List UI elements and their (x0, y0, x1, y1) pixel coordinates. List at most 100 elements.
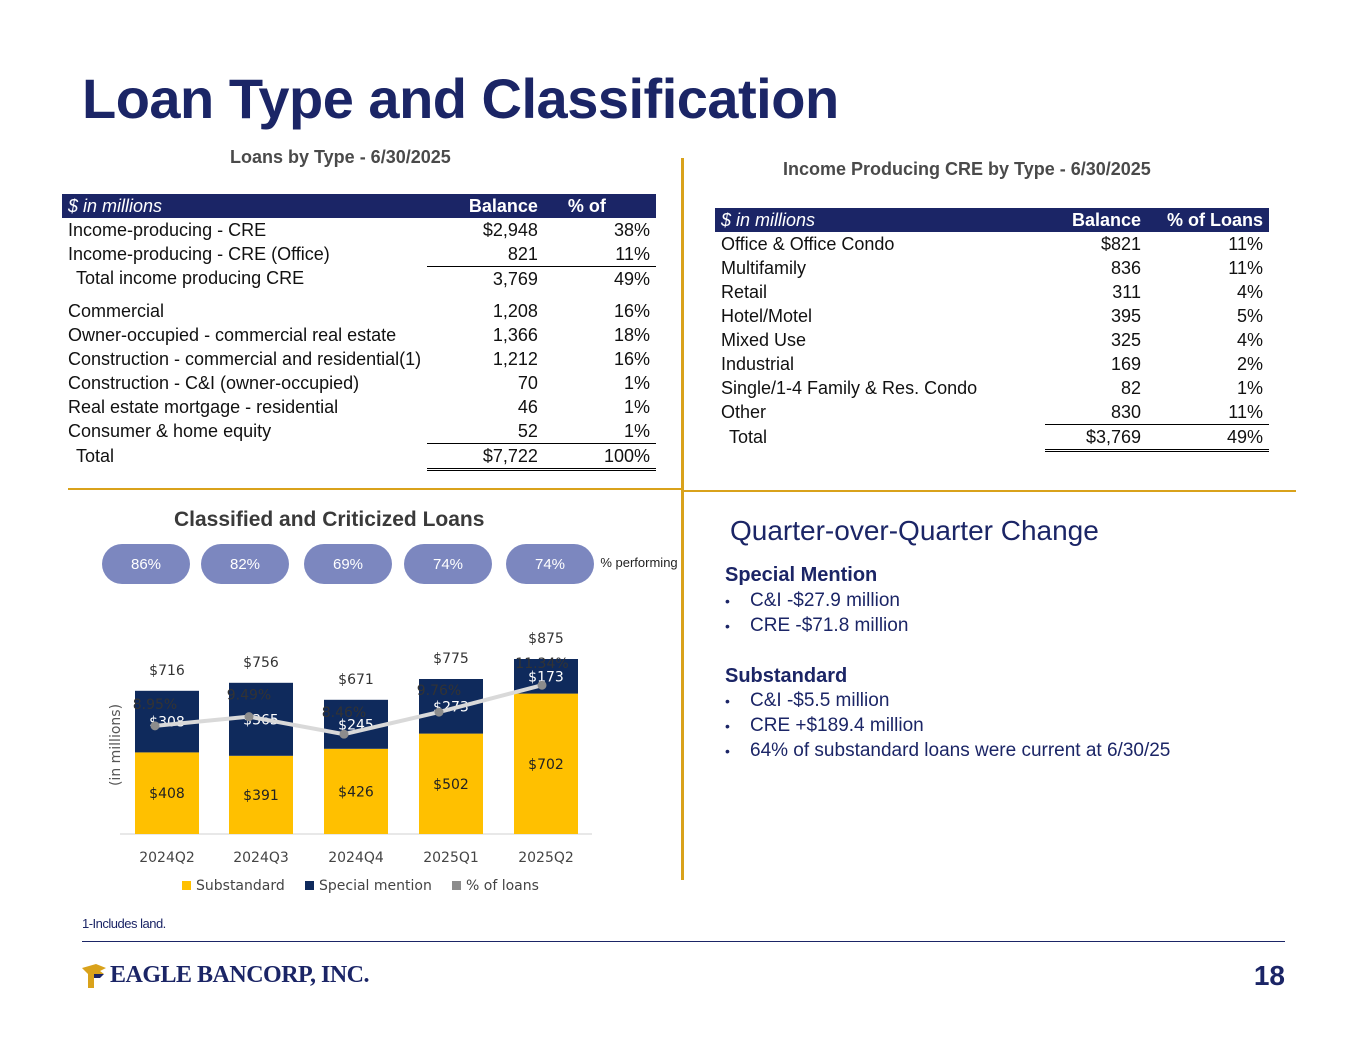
list-item: CRE -$71.8 million (725, 615, 908, 640)
performing-label: % performing (600, 555, 678, 570)
header-label: $ in millions (62, 194, 428, 218)
pct-of-loans-label: 8.46% (322, 705, 366, 721)
row-balance: $3,769 (1045, 424, 1147, 452)
header-pct: % of Loans (1147, 208, 1269, 232)
header-label: $ in millions (715, 208, 1045, 232)
table-row-total: Total $3,769 49% (715, 424, 1269, 452)
data-label-total: $775 (433, 651, 469, 667)
row-balance: 169 (1110, 353, 1141, 374)
bar-substandard (324, 748, 388, 834)
page-title: Loan Type and Classification (82, 67, 839, 130)
vertical-divider (681, 158, 684, 880)
performing-pill: 74% (404, 544, 492, 584)
header-balance: Balance (427, 194, 544, 218)
row-label: Single/1-4 Family & Res. Condo (721, 377, 978, 398)
data-label-substandard: $702 (528, 757, 564, 773)
table-row-total: Total $7,722 100% (62, 443, 656, 471)
data-label-substandard: $408 (149, 786, 185, 802)
pct-of-loans-label: 9.76% (417, 683, 461, 699)
x-tick-label: 2024Q4 (328, 850, 384, 866)
x-tick-label: 2025Q2 (518, 850, 574, 866)
header-balance: Balance (1045, 208, 1147, 232)
pct-of-loans-point (537, 680, 547, 690)
loans-table-title: Loans by Type - 6/30/2025 (230, 147, 451, 167)
bar-special-mention (419, 679, 483, 734)
data-label-total: $756 (243, 655, 279, 671)
table-row: Other 830 11% (715, 400, 1269, 425)
substandard-heading: Substandard (725, 665, 848, 687)
row-balance: 325 (1110, 329, 1141, 350)
row-balance: 821 (507, 243, 538, 264)
row-label: Real estate mortgage - residential (68, 396, 339, 417)
row-balance: 82 (1120, 377, 1141, 398)
row-label: Retail (721, 281, 768, 302)
table-row: Retail 311 4% (715, 280, 1269, 304)
pct-of-loans-label: 8.95% (133, 697, 177, 713)
row-label: Other (721, 401, 767, 422)
pct-of-loans-label: 11.34% (515, 656, 568, 672)
bar-substandard (514, 693, 578, 834)
performing-pill: 86% (102, 544, 190, 584)
performing-pill: 69% (304, 544, 392, 584)
row-pct: 2% (1236, 353, 1263, 374)
row-pct: 4% (1236, 329, 1263, 350)
row-label: Construction - C&I (owner-occupied) (68, 372, 360, 393)
classified-loans-chart: (in millions)$408$308$7162024Q2$391$365$… (108, 631, 592, 894)
list-item: 64% of substandard loans were current at… (725, 740, 1170, 765)
pct-of-loans-point (244, 712, 254, 722)
row-pct: 38% (613, 219, 650, 240)
row-label: Construction - commercial and residentia… (68, 348, 422, 369)
qoq-title: Quarter-over-Quarter Change (730, 515, 1099, 546)
data-label-substandard: $426 (338, 784, 374, 800)
special-mention-list: C&I -$27.9 million CRE -$71.8 million (725, 590, 908, 640)
row-label: Consumer & home equity (68, 420, 272, 441)
pct-of-loans-point (434, 707, 444, 717)
data-label-total: $671 (338, 672, 374, 688)
row-balance: 46 (517, 396, 538, 417)
footnote: 1-Includes land. (82, 916, 166, 931)
pct-of-loans-label: 9.49% (227, 688, 271, 704)
page-number: 18 (1253, 960, 1285, 991)
table-row: Office & Office Condo $821 11% (715, 232, 1269, 256)
row-pct: 18% (613, 324, 650, 345)
footer-divider (82, 941, 1285, 942)
row-balance: 395 (1110, 305, 1141, 326)
substandard-list: C&I -$5.5 million CRE +$189.4 million 64… (725, 690, 1170, 765)
legend-label: Special mention (319, 878, 432, 894)
pct-of-loans-point (339, 729, 349, 739)
legend-swatch (182, 881, 191, 890)
row-label: Industrial (721, 353, 795, 374)
table-row: Owner-occupied - commercial real estate 1… (62, 323, 656, 347)
row-balance: 830 (1110, 401, 1141, 422)
row-pct: 16% (613, 348, 650, 369)
row-label: Hotel/Motel (721, 305, 813, 326)
row-pct: 1% (623, 420, 650, 441)
row-label: Total (76, 446, 115, 466)
y-axis-label: (in millions) (108, 704, 124, 786)
row-label: Mixed Use (721, 329, 807, 350)
row-pct: 49% (543, 266, 656, 291)
horizontal-divider-right (684, 490, 1296, 492)
row-label: Total income producing CRE (76, 268, 305, 289)
row-pct: 11% (1228, 257, 1263, 278)
table-row: Single/1-4 Family & Res. Condo 82 1% (715, 376, 1269, 400)
row-balance: $821 (1100, 233, 1141, 254)
data-label-substandard: $502 (433, 777, 469, 793)
data-label-special-mention: $173 (528, 669, 564, 685)
row-pct: 1% (1236, 377, 1263, 398)
cre-by-type-table: $ in millions Balance % of Loans Office … (715, 208, 1269, 452)
row-pct: 1% (623, 372, 650, 393)
table-row: Multifamily 836 11% (715, 256, 1269, 280)
row-pct: 1% (623, 396, 650, 417)
row-label: Multifamily (721, 257, 807, 278)
table-row: Consumer & home equity 52 1% (62, 419, 656, 444)
row-balance: 52 (517, 420, 538, 441)
row-label: Income-producing - CRE (68, 219, 267, 240)
row-pct: 11% (1228, 401, 1263, 422)
row-balance: 1,366 (492, 324, 538, 345)
table-row: Total income producing CRE 3,769 49% (62, 266, 656, 291)
performing-pill: 74% (506, 544, 594, 584)
cre-table-title: Income Producing CRE by Type - 6/30/2025 (783, 159, 1151, 179)
table-row: Hotel/Motel 395 5% (715, 304, 1269, 328)
table-row: Construction - commercial and residentia… (62, 347, 656, 371)
